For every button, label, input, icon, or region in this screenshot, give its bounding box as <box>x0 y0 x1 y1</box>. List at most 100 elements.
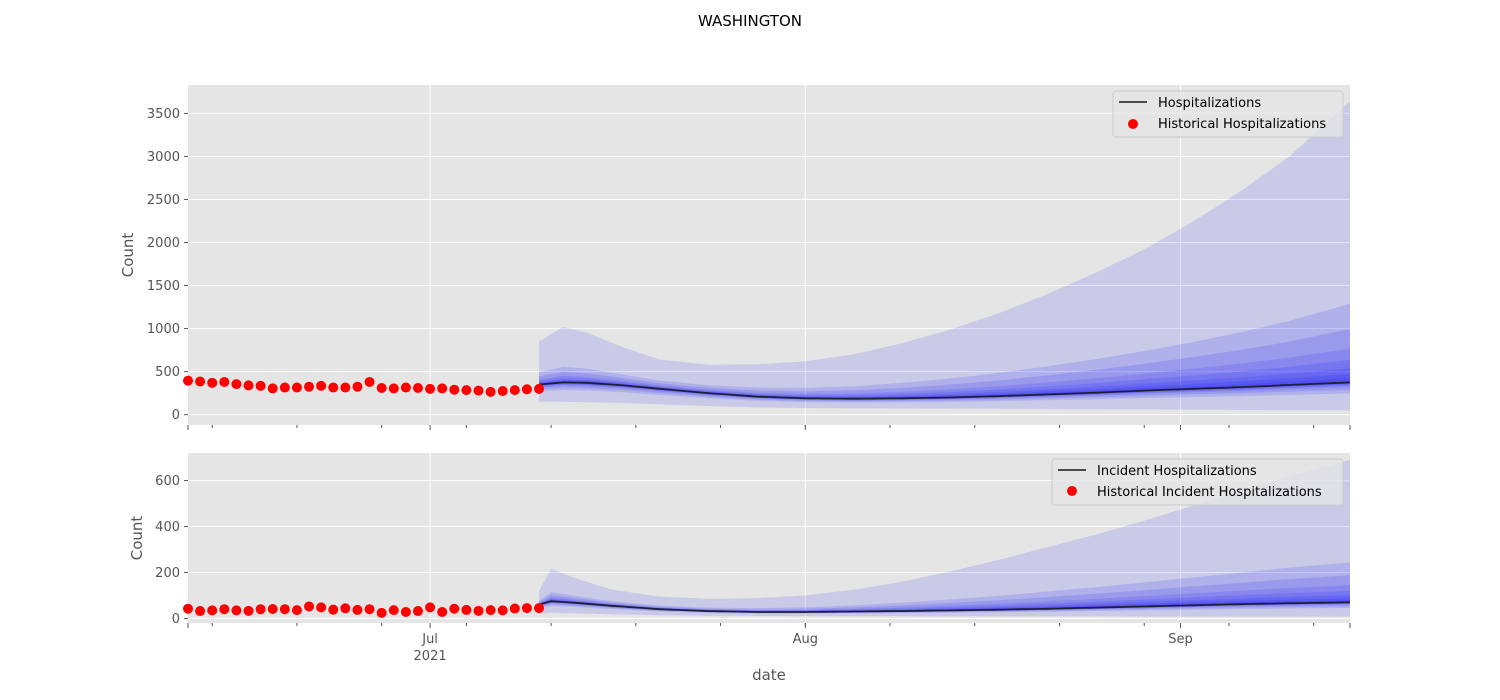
historical-point <box>388 605 399 616</box>
historical-point <box>497 386 508 396</box>
historical-point <box>195 606 206 617</box>
historical-point <box>267 383 278 394</box>
x-tick-sublabel: 2021 <box>414 649 447 664</box>
bottom-y-axis-label: Count <box>128 516 146 561</box>
historical-point <box>425 602 436 613</box>
historical-point <box>437 383 448 394</box>
historical-point <box>461 604 472 615</box>
historical-point <box>243 605 254 616</box>
y-tick-label: 400 <box>155 520 180 535</box>
historical-point <box>400 382 411 393</box>
historical-point <box>449 603 460 614</box>
historical-point <box>352 381 363 392</box>
historical-point <box>534 383 545 394</box>
bottom-median-line <box>538 600 1351 613</box>
y-tick-label: 2500 <box>147 193 180 208</box>
y-tick-label: 0 <box>172 612 180 627</box>
historical-point <box>352 604 363 615</box>
historical-point <box>304 601 315 612</box>
forecast-band <box>539 595 1350 613</box>
bottom-legend: Incident Hospitalizations Historical Inc… <box>1051 458 1344 506</box>
x-axis-label: date <box>752 666 786 684</box>
historical-point <box>231 379 242 390</box>
historical-point <box>388 383 399 394</box>
historical-point <box>376 382 387 393</box>
median-forecast-line <box>538 600 1351 613</box>
historical-point <box>291 605 302 616</box>
x-tick-label: Sep <box>1168 632 1193 647</box>
historical-point <box>521 603 532 614</box>
top-legend-marker-swatch <box>1128 119 1138 129</box>
historical-point <box>473 605 484 616</box>
bottom-panel: 0 200 400 600 Jul 2021 Aug Sep Count date Inci… <box>128 453 1351 684</box>
x-tick-label: Jul <box>421 632 438 647</box>
bottom-legend-box <box>1051 458 1344 506</box>
median-forecast-line <box>538 381 1351 400</box>
bottom-gridlines <box>188 453 1350 623</box>
historical-point <box>509 603 520 614</box>
top-y-ticks: 0 500 1000 1500 2000 2500 3000 3500 <box>147 107 188 423</box>
top-historical-points <box>183 375 545 397</box>
historical-point <box>412 606 423 617</box>
bottom-legend-marker-swatch <box>1067 486 1077 496</box>
forecast-band <box>539 348 1350 401</box>
forecast-band <box>539 374 1350 400</box>
historical-point <box>376 607 387 618</box>
historical-point <box>340 382 351 393</box>
historical-point <box>521 384 532 395</box>
forecast-band <box>539 329 1350 402</box>
y-tick-label: 500 <box>155 365 180 380</box>
historical-point <box>497 605 508 616</box>
y-tick-label: 3500 <box>147 107 180 122</box>
historical-point <box>449 384 460 395</box>
historical-point <box>195 376 206 387</box>
y-tick-label: 2000 <box>147 236 180 251</box>
historical-point <box>219 376 230 387</box>
historical-point <box>279 604 290 615</box>
historical-point <box>461 385 472 396</box>
y-tick-label: 200 <box>155 566 180 581</box>
bottom-historical-points <box>183 601 545 618</box>
figure-title: WASHINGTON <box>698 12 802 30</box>
historical-point <box>231 605 242 616</box>
bottom-x-ticks: Jul 2021 Aug Sep <box>187 623 1351 664</box>
top-plot-area <box>188 85 1350 425</box>
historical-point <box>328 382 339 393</box>
top-legend-box <box>1112 90 1344 138</box>
bottom-legend-label-forecast: Incident Hospitalizations <box>1097 464 1257 479</box>
historical-point <box>364 604 375 615</box>
historical-point <box>183 375 193 386</box>
bottom-y-ticks: 0 200 400 600 <box>155 474 188 627</box>
forecast-band <box>539 303 1350 403</box>
historical-point <box>304 381 315 392</box>
y-tick-label: 600 <box>155 474 180 489</box>
historical-point <box>219 604 230 615</box>
historical-point <box>207 605 218 616</box>
historical-point <box>316 602 327 613</box>
historical-point <box>485 386 496 397</box>
y-tick-label: 3000 <box>147 150 180 165</box>
historical-point <box>340 603 351 614</box>
historical-point <box>279 382 290 393</box>
forecast-band <box>539 459 1350 617</box>
forecast-band <box>539 101 1350 411</box>
forecast-band <box>539 368 1350 400</box>
top-panel: 0 500 1000 1500 2000 2500 3000 3500 Count Hospi… <box>119 85 1351 430</box>
historical-point <box>267 603 278 614</box>
historical-point <box>207 377 218 388</box>
top-x-ticks <box>187 425 1351 430</box>
historical-point <box>437 606 448 617</box>
historical-point <box>183 603 193 614</box>
historical-point <box>328 604 339 615</box>
top-legend-label-forecast: Hospitalizations <box>1158 96 1261 111</box>
y-tick-label: 0 <box>172 408 180 423</box>
forecast-band <box>539 562 1350 614</box>
forecast-band <box>539 575 1350 614</box>
y-tick-label: 1500 <box>147 279 180 294</box>
historical-point <box>485 605 496 616</box>
historical-point <box>255 604 266 615</box>
historical-point <box>425 383 436 394</box>
historical-point <box>509 385 520 396</box>
bottom-legend-label-historical: Historical Incident Hospitalizations <box>1097 485 1322 500</box>
top-gridlines <box>188 85 1350 425</box>
